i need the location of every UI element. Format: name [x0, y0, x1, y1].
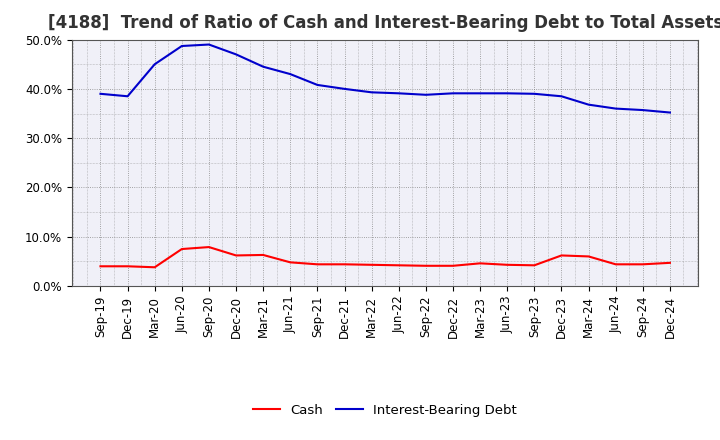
Cash — [96, 264, 105, 269]
Cash — [530, 263, 539, 268]
Interest-Bearing Debt — [150, 62, 159, 67]
Interest-Bearing Debt — [178, 44, 186, 49]
Cash — [476, 260, 485, 266]
Line: Cash: Cash — [101, 247, 670, 267]
Interest-Bearing Debt — [313, 82, 322, 88]
Interest-Bearing Debt — [557, 94, 566, 99]
Interest-Bearing Debt — [341, 86, 349, 92]
Cash — [313, 262, 322, 267]
Cash — [259, 252, 268, 257]
Cash — [449, 263, 457, 268]
Cash — [557, 253, 566, 258]
Cash — [503, 262, 511, 268]
Interest-Bearing Debt — [96, 91, 105, 96]
Interest-Bearing Debt — [449, 91, 457, 96]
Interest-Bearing Debt — [530, 91, 539, 96]
Interest-Bearing Debt — [123, 94, 132, 99]
Cash — [367, 262, 376, 268]
Interest-Bearing Debt — [476, 91, 485, 96]
Cash — [286, 260, 294, 265]
Title: [4188]  Trend of Ratio of Cash and Interest-Bearing Debt to Total Assets: [4188] Trend of Ratio of Cash and Intere… — [48, 15, 720, 33]
Cash — [395, 263, 403, 268]
Interest-Bearing Debt — [204, 42, 213, 47]
Cash — [178, 246, 186, 252]
Cash — [421, 263, 430, 268]
Cash — [611, 262, 620, 267]
Interest-Bearing Debt — [503, 91, 511, 96]
Interest-Bearing Debt — [259, 64, 268, 70]
Interest-Bearing Debt — [367, 90, 376, 95]
Cash — [639, 262, 647, 267]
Interest-Bearing Debt — [584, 102, 593, 107]
Cash — [341, 262, 349, 267]
Cash — [123, 264, 132, 269]
Interest-Bearing Debt — [421, 92, 430, 97]
Cash — [665, 260, 674, 265]
Legend: Cash, Interest-Bearing Debt: Cash, Interest-Bearing Debt — [248, 399, 522, 422]
Interest-Bearing Debt — [286, 71, 294, 77]
Line: Interest-Bearing Debt: Interest-Bearing Debt — [101, 44, 670, 113]
Cash — [204, 245, 213, 250]
Interest-Bearing Debt — [665, 110, 674, 115]
Interest-Bearing Debt — [611, 106, 620, 111]
Cash — [232, 253, 240, 258]
Cash — [150, 264, 159, 270]
Interest-Bearing Debt — [395, 91, 403, 96]
Cash — [584, 254, 593, 259]
Interest-Bearing Debt — [639, 107, 647, 113]
Interest-Bearing Debt — [232, 52, 240, 57]
